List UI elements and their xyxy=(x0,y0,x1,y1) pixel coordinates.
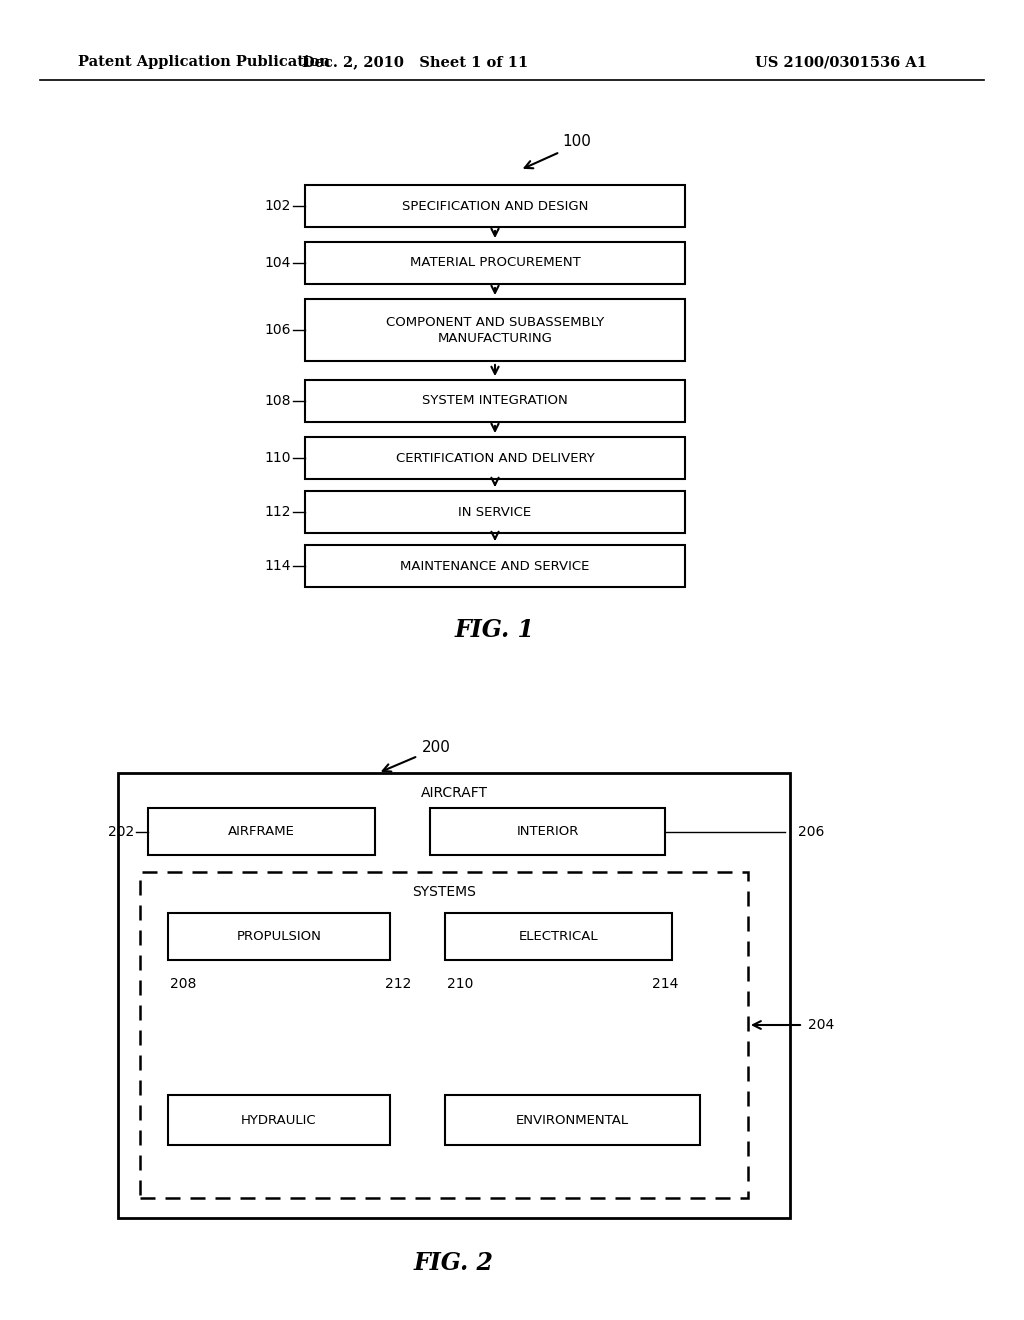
Text: 104: 104 xyxy=(264,256,291,271)
Bar xyxy=(305,380,685,422)
Text: COMPONENT AND SUBASSEMBLY
MANUFACTURING: COMPONENT AND SUBASSEMBLY MANUFACTURING xyxy=(386,315,604,345)
Text: CERTIFICATION AND DELIVERY: CERTIFICATION AND DELIVERY xyxy=(395,451,594,465)
Bar xyxy=(305,437,685,479)
Bar xyxy=(305,545,685,587)
Bar xyxy=(148,808,375,855)
Text: AIRFRAME: AIRFRAME xyxy=(228,825,295,838)
Text: MAINTENANCE AND SERVICE: MAINTENANCE AND SERVICE xyxy=(400,560,590,573)
Text: MATERIAL PROCUREMENT: MATERIAL PROCUREMENT xyxy=(410,256,581,269)
Text: 204: 204 xyxy=(808,1018,835,1032)
Text: 200: 200 xyxy=(422,741,451,755)
Text: 214: 214 xyxy=(652,977,678,991)
Bar xyxy=(140,873,748,1199)
Text: SYSTEM INTEGRATION: SYSTEM INTEGRATION xyxy=(422,395,568,408)
Text: 114: 114 xyxy=(264,558,291,573)
Text: FIG. 1: FIG. 1 xyxy=(455,618,535,642)
Text: FIG. 2: FIG. 2 xyxy=(414,1251,494,1275)
Bar xyxy=(305,185,685,227)
Text: US 2100/0301536 A1: US 2100/0301536 A1 xyxy=(755,55,927,69)
Text: 206: 206 xyxy=(798,825,824,838)
Text: HYDRAULIC: HYDRAULIC xyxy=(242,1114,316,1126)
Text: 102: 102 xyxy=(264,199,291,213)
Bar xyxy=(118,774,790,1218)
Text: 108: 108 xyxy=(264,393,291,408)
Bar xyxy=(305,300,685,360)
Text: AIRCRAFT: AIRCRAFT xyxy=(421,785,487,800)
Bar xyxy=(305,242,685,284)
Text: 208: 208 xyxy=(170,977,197,991)
Text: 110: 110 xyxy=(264,451,291,465)
Bar xyxy=(168,913,390,960)
Text: Patent Application Publication: Patent Application Publication xyxy=(78,55,330,69)
Bar xyxy=(445,1096,700,1144)
Text: INTERIOR: INTERIOR xyxy=(516,825,579,838)
Text: SPECIFICATION AND DESIGN: SPECIFICATION AND DESIGN xyxy=(401,199,588,213)
Bar xyxy=(430,808,665,855)
Text: Dec. 2, 2010   Sheet 1 of 11: Dec. 2, 2010 Sheet 1 of 11 xyxy=(302,55,528,69)
Text: ENVIRONMENTAL: ENVIRONMENTAL xyxy=(516,1114,629,1126)
Text: PROPULSION: PROPULSION xyxy=(237,931,322,942)
Text: 210: 210 xyxy=(447,977,473,991)
Text: 212: 212 xyxy=(385,977,412,991)
Bar xyxy=(305,491,685,533)
Text: 202: 202 xyxy=(108,825,134,838)
Text: 100: 100 xyxy=(562,135,591,149)
Text: ELECTRICAL: ELECTRICAL xyxy=(519,931,598,942)
Text: SYSTEMS: SYSTEMS xyxy=(412,884,476,899)
Bar xyxy=(445,913,672,960)
Bar xyxy=(168,1096,390,1144)
Text: 112: 112 xyxy=(264,506,291,519)
Text: 106: 106 xyxy=(264,323,291,337)
Text: IN SERVICE: IN SERVICE xyxy=(459,506,531,519)
